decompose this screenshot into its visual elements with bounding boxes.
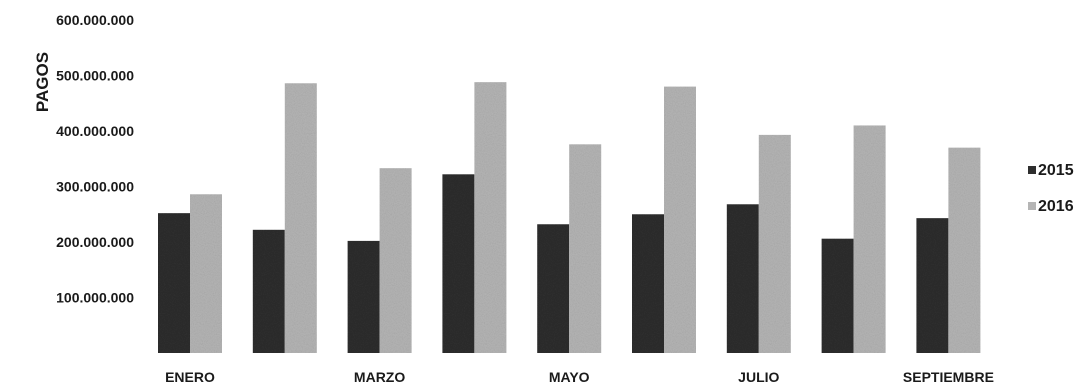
y-axis-title: PAGOS — [33, 52, 52, 112]
y-tick-label: 200.000.000 — [56, 234, 134, 250]
y-axis-ticks: 100.000.000 200.000.000 300.000.000 400.000… — [56, 12, 134, 306]
bar-2016-agosto — [853, 125, 886, 353]
bars — [158, 82, 981, 354]
bar-2016-marzo — [379, 168, 412, 353]
legend-swatch-2016 — [1028, 202, 1036, 210]
bar-2015-febrero — [252, 229, 285, 353]
x-category-label: SEPTIEMBRE — [903, 369, 994, 385]
legend-label-2016: 2016 — [1038, 198, 1074, 215]
bar-2016-julio — [758, 134, 791, 353]
bar-2016-enero — [190, 194, 222, 353]
x-category-label: MARZO — [354, 369, 405, 385]
bar-2016-abril — [474, 82, 507, 353]
y-tick-label: 100.000.000 — [56, 290, 134, 306]
bar-2015-enero — [158, 213, 190, 353]
legend-swatch-2015 — [1028, 166, 1036, 174]
x-category-label: JULIO — [738, 369, 779, 385]
y-tick-label: 300.000.000 — [56, 179, 134, 195]
bar-2016-mayo — [569, 144, 602, 353]
bar-2015-julio — [726, 204, 759, 353]
bar-2015-marzo — [347, 240, 380, 353]
bar-2015-agosto — [821, 238, 854, 353]
legend: 2015 2016 — [1028, 162, 1074, 215]
bar-2015-junio — [632, 214, 664, 353]
x-category-label: ENERO — [165, 369, 215, 385]
bar-2016-febrero — [284, 83, 317, 354]
bar-2016-septiembre — [948, 147, 981, 353]
bar-2015-septiembre — [916, 218, 949, 353]
x-category-label: MAYO — [549, 369, 590, 385]
bar-2015-mayo — [537, 224, 570, 353]
y-tick-label: 500.000.000 — [56, 68, 134, 84]
y-tick-label: 600.000.000 — [56, 12, 134, 28]
bar-2016-junio — [664, 86, 696, 353]
legend-label-2015: 2015 — [1038, 162, 1074, 179]
bar-2015-abril — [442, 174, 475, 353]
x-axis-categories: ENERO MARZO MAYO JULIO SEPTIEMBRE — [165, 369, 994, 385]
y-tick-label: 400.000.000 — [56, 123, 134, 139]
